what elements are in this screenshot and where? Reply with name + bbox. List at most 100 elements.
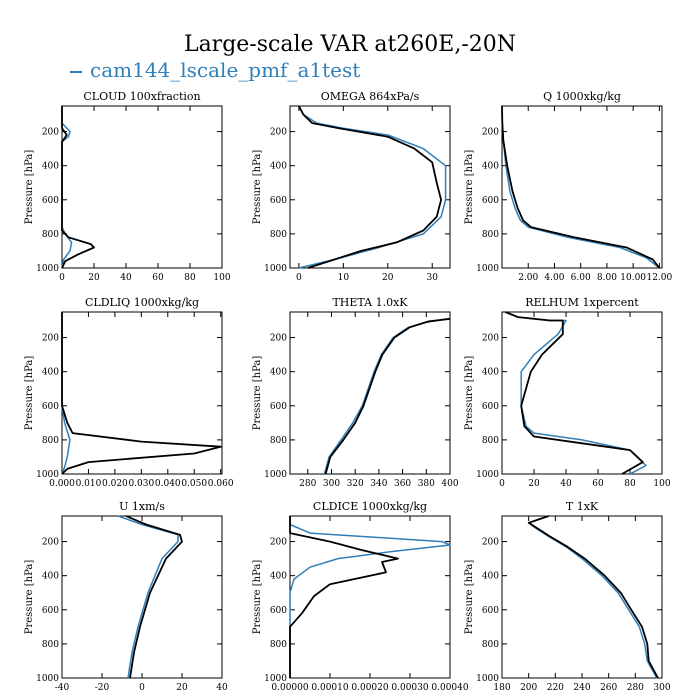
x-tick-label: 0.010 bbox=[76, 479, 102, 489]
x-tick-label: 0.040 bbox=[155, 479, 181, 489]
x-tick-label: 360 bbox=[394, 479, 411, 489]
x-tick-label: 280 bbox=[299, 479, 316, 489]
y-tick-label: 800 bbox=[270, 230, 287, 240]
y-tick-label: 400 bbox=[270, 368, 287, 378]
y-tick-label: 800 bbox=[42, 436, 59, 446]
y-tick-label: 600 bbox=[270, 402, 287, 412]
panel-title: U 1xm/s bbox=[119, 500, 165, 513]
plot-frame bbox=[61, 105, 223, 269]
x-tick-label: 60 bbox=[592, 479, 604, 489]
x-tick-label: 0.050 bbox=[181, 479, 207, 489]
y-axis-label: Pressure [hPa] bbox=[24, 560, 35, 635]
y-axis-label: Pressure [hPa] bbox=[252, 150, 263, 225]
series-line-obs bbox=[504, 311, 644, 475]
x-tick-label: 100 bbox=[213, 273, 230, 283]
x-tick-label: 300 bbox=[323, 479, 340, 489]
x-tick-label: 300 bbox=[653, 683, 670, 693]
x-tick-label: 400 bbox=[441, 479, 458, 489]
y-axis-label: Pressure [hPa] bbox=[252, 356, 263, 431]
x-tick-label: 0.020 bbox=[102, 479, 128, 489]
x-tick-label: 220 bbox=[547, 683, 564, 693]
y-tick-label: 200 bbox=[270, 128, 287, 138]
x-tick-label: 20 bbox=[382, 273, 394, 283]
legend-line-icon bbox=[70, 70, 82, 73]
y-tick-label: 400 bbox=[270, 162, 287, 172]
x-tick-label: 100 bbox=[653, 479, 670, 489]
x-tick-label: 20 bbox=[88, 273, 100, 283]
x-tick-label: 380 bbox=[418, 479, 435, 489]
y-tick-label: 200 bbox=[42, 128, 59, 138]
panel-0: CLOUD 100xfraction2004006008001000Pressu… bbox=[24, 90, 231, 283]
y-tick-label: 400 bbox=[482, 572, 499, 582]
y-axis-label: Pressure [hPa] bbox=[24, 356, 35, 431]
y-axis-label: Pressure [hPa] bbox=[464, 560, 475, 635]
y-tick-label: 800 bbox=[482, 640, 499, 650]
y-tick-label: 200 bbox=[270, 538, 287, 548]
x-tick-label: -40 bbox=[55, 683, 70, 693]
y-tick-label: 200 bbox=[482, 128, 499, 138]
x-tick-label: 260 bbox=[600, 683, 617, 693]
panel-8: T 1xK 200 400 600 800 1000 Pressure [hPa] 180 20… bbox=[464, 500, 671, 693]
y-tick-label: 200 bbox=[482, 334, 499, 344]
series-line-model bbox=[298, 105, 447, 269]
y-tick-label: 1000 bbox=[264, 674, 287, 684]
x-tick-label: 0.00010 bbox=[311, 683, 348, 693]
y-tick-label: 600 bbox=[482, 606, 499, 616]
panel-5: RELHUM 1xpercent2004006008001000Pressure… bbox=[464, 296, 671, 489]
y-tick-label: 600 bbox=[270, 196, 287, 206]
y-tick-label: 400 bbox=[42, 572, 59, 582]
y-tick-label: 600 bbox=[482, 402, 499, 412]
x-tick-label: 0 bbox=[499, 479, 505, 489]
panel-title: CLDICE 1000xkg/kg bbox=[313, 500, 427, 513]
x-tick-label: 340 bbox=[370, 479, 387, 489]
y-tick-label: 1000 bbox=[476, 470, 499, 480]
x-tick-label: 240 bbox=[573, 683, 590, 693]
y-tick-label: 1000 bbox=[264, 470, 287, 480]
plot-frame bbox=[501, 105, 663, 269]
y-tick-label: 400 bbox=[42, 368, 59, 378]
panel-2: Q 1000xkg/kg 200 400 600 800 1000 Pressure [hP… bbox=[464, 90, 673, 283]
x-tick-label: 40 bbox=[120, 273, 132, 283]
legend: cam144_lscale_pmf_a1test bbox=[70, 58, 360, 82]
x-tick-label: 60 bbox=[152, 273, 164, 283]
plot-frame bbox=[289, 311, 451, 475]
panel-3: CLDLIQ 1000xkg/kg 200 400 600 800 1000 Pressur… bbox=[24, 296, 234, 489]
plot-frame bbox=[501, 515, 663, 679]
x-tick-label: 0.00030 bbox=[391, 683, 428, 693]
plot-frame bbox=[501, 311, 663, 475]
series-line-model bbox=[289, 516, 451, 678]
plot-frame bbox=[61, 515, 223, 679]
y-tick-label: 200 bbox=[42, 538, 59, 548]
panel-title: OMEGA 864xPa/s bbox=[321, 90, 420, 103]
y-tick-label: 400 bbox=[42, 162, 59, 172]
series-line-obs bbox=[61, 312, 222, 475]
y-tick-label: 800 bbox=[42, 230, 59, 240]
series-line-obs bbox=[324, 317, 451, 475]
x-tick-label: 0.00040 bbox=[431, 683, 468, 693]
series-line-obs bbox=[527, 515, 659, 679]
y-tick-label: 400 bbox=[270, 572, 287, 582]
series-line-obs bbox=[501, 105, 661, 269]
x-tick-label: 6.00 bbox=[571, 273, 591, 283]
x-tick-label: 20 bbox=[176, 683, 188, 693]
x-tick-label: 80 bbox=[184, 273, 196, 283]
x-tick-label: 12.00 bbox=[646, 273, 672, 283]
x-tick-label: 80 bbox=[624, 479, 636, 489]
y-tick-label: 1000 bbox=[476, 264, 499, 274]
y-axis-label: Pressure [hPa] bbox=[252, 560, 263, 635]
plot-frame bbox=[61, 311, 223, 475]
y-tick-label: 200 bbox=[42, 334, 59, 344]
series-line-model bbox=[323, 318, 451, 475]
x-tick-label: 0.000 bbox=[49, 479, 75, 489]
y-tick-label: 400 bbox=[482, 368, 499, 378]
y-tick-label: 1000 bbox=[476, 674, 499, 684]
y-tick-label: 200 bbox=[482, 538, 499, 548]
series-line-model bbox=[527, 515, 658, 679]
x-tick-label: 0.030 bbox=[128, 479, 154, 489]
panel-4: THETA 1.0xK 200 400 600 800 1000 Pressure [hPa… bbox=[252, 296, 459, 489]
panel-7: CLDICE 1000xkg/kg 200 400 600 800 1000 Pressur… bbox=[252, 500, 469, 693]
y-tick-label: 800 bbox=[482, 436, 499, 446]
x-tick-label: 30 bbox=[426, 273, 438, 283]
